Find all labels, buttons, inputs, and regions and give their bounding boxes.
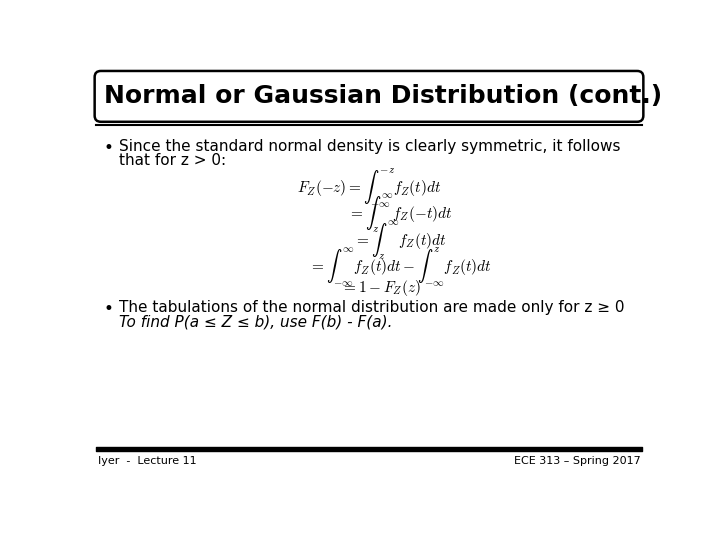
Text: $= \int_{-\infty}^{\infty} f_Z(t)dt - \int_{-\infty}^{z} f_Z(t)dt$: $= \int_{-\infty}^{\infty} f_Z(t)dt - \i… bbox=[309, 246, 491, 289]
Text: $F_Z(-z) = \int_{-\infty}^{-z} f_Z(t)dt$: $F_Z(-z) = \int_{-\infty}^{-z} f_Z(t)dt$ bbox=[297, 166, 441, 210]
Text: $= \int_{z}^{\infty} f_Z(t)dt$: $= \int_{z}^{\infty} f_Z(t)dt$ bbox=[354, 219, 446, 262]
Text: •: • bbox=[104, 139, 114, 158]
Text: that for z > 0:: that for z > 0: bbox=[120, 153, 227, 168]
Text: Iyer  -  Lecture 11: Iyer - Lecture 11 bbox=[98, 456, 197, 466]
Text: To find P(a ≤ Z ≤ b), use F(b) - F(a).: To find P(a ≤ Z ≤ b), use F(b) - F(a). bbox=[120, 314, 393, 329]
Text: The tabulations of the normal distribution are made only for z ≥ 0: The tabulations of the normal distributi… bbox=[120, 300, 625, 315]
Text: $= 1 - F_Z(z)$: $= 1 - F_Z(z)$ bbox=[341, 278, 420, 298]
Text: Since the standard normal density is clearly symmetric, it follows: Since the standard normal density is cle… bbox=[120, 139, 621, 154]
Text: $= \int_{z}^{\infty} f_Z(-t)dt$: $= \int_{z}^{\infty} f_Z(-t)dt$ bbox=[348, 192, 452, 235]
Text: •: • bbox=[104, 300, 114, 318]
Text: ECE 313 – Spring 2017: ECE 313 – Spring 2017 bbox=[513, 456, 640, 466]
Text: Normal or Gaussian Distribution (cont.): Normal or Gaussian Distribution (cont.) bbox=[104, 84, 662, 109]
FancyBboxPatch shape bbox=[94, 71, 644, 122]
